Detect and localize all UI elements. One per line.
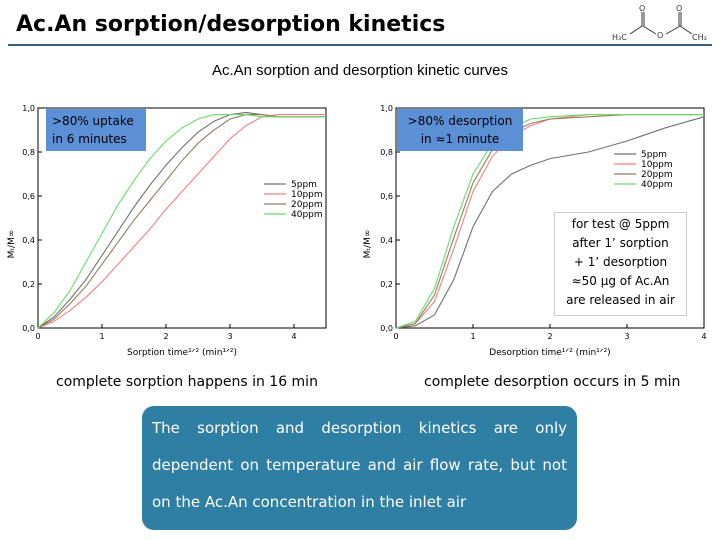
x-tick-label: 3 — [624, 332, 629, 341]
y-tick-label: 1,0 — [380, 104, 393, 113]
y-tick-label: 0,2 — [22, 280, 35, 289]
y-tick-label: 0,2 — [380, 280, 393, 289]
note-line: for test @ 5ppm — [571, 217, 670, 231]
sorption-chart: 0 1 2 3 4 0,0 0,2 0,4 0,6 0,8 1,0 Sorption time¹ᐟ² … — [4, 98, 350, 366]
legend-label: 5ppm — [641, 150, 667, 160]
y-tick-label: 0,0 — [380, 324, 393, 333]
molecule-label-ch3: CH₃ — [692, 33, 707, 42]
x-tick-label: 0 — [393, 332, 398, 341]
note-line: are released in air — [566, 293, 675, 307]
legend-label: 20ppm — [641, 170, 673, 180]
series-line-20ppm — [37, 114, 326, 329]
molecule-label-o-bridge: O — [657, 31, 663, 40]
chart-subtitle: Ac.An sorption and desorption kinetic cu… — [212, 62, 508, 79]
y-tick-label: 0,8 — [380, 148, 393, 157]
legend-label: 20ppm — [291, 200, 323, 210]
x-axis-label: Sorption time¹ᐟ² (min¹ᐟ²) — [127, 348, 237, 358]
y-tick-label: 0,8 — [22, 148, 35, 157]
plot-frame — [37, 107, 327, 329]
legend-label: 5ppm — [291, 180, 317, 190]
conclusion-box: The sorption and desorption kinetics are… — [142, 406, 577, 530]
sorption-caption: complete sorption happens in 16 min — [56, 374, 318, 390]
molecule-label-h3c: H₃C — [612, 33, 627, 42]
x-tick-label: 1 — [470, 332, 475, 341]
x-tick-label: 2 — [163, 332, 168, 341]
desorption-callout: >80% desorption in ≈1 minute — [397, 109, 523, 151]
note-line: ≈50 µg of Ac.An — [571, 274, 670, 288]
uptake-callout: >80% uptake in 6 minutes — [46, 109, 146, 151]
y-tick-label: 1,0 — [22, 104, 35, 113]
y-axis-label: Mₜ/M∞ — [363, 230, 373, 259]
series-line-40ppm — [37, 114, 326, 329]
legend-label: 40ppm — [291, 210, 323, 220]
y-tick-label: 0,6 — [380, 192, 393, 201]
y-tick-label: 0,4 — [22, 236, 35, 245]
release-note: for test @ 5ppm after 1’ sorption + 1’ d… — [554, 212, 687, 316]
x-tick-label: 2 — [547, 332, 552, 341]
x-tick-label: 4 — [701, 332, 706, 341]
note-line: after 1’ sorption — [572, 236, 669, 250]
title-rule — [8, 44, 712, 46]
legend-label: 40ppm — [641, 180, 673, 190]
note-line: + 1’ desorption — [573, 255, 668, 269]
x-axis-label: Desorption time¹ᐟ² (min¹ᐟ²) — [489, 348, 610, 358]
legend-label: 10ppm — [291, 190, 323, 200]
y-tick-label: 0,0 — [22, 324, 35, 333]
y-tick-label: 0,6 — [22, 192, 35, 201]
x-tick-label: 3 — [227, 332, 232, 341]
x-tick-label: 0 — [35, 332, 40, 341]
acetic-anhydride-structure-icon: H₃C O O O CH₃ — [612, 4, 707, 42]
molecule-label-o-left: O — [639, 4, 645, 13]
sorption-chart-svg: 0 1 2 3 4 0,0 0,2 0,4 0,6 0,8 1,0 Sorption time¹ᐟ² … — [7, 104, 327, 358]
y-tick-label: 0,4 — [380, 236, 393, 245]
x-tick-label: 1 — [99, 332, 104, 341]
x-tick-label: 4 — [291, 332, 296, 341]
molecule-label-o-right: O — [676, 4, 682, 13]
y-axis-label: Mₜ/M∞ — [7, 230, 17, 259]
desorption-caption: complete desorption occurs in 5 min — [424, 374, 681, 390]
slide-title: Ac.An sorption/desorption kinetics — [16, 12, 446, 37]
series-line-5ppm — [395, 116, 705, 329]
legend-label: 10ppm — [641, 160, 673, 170]
